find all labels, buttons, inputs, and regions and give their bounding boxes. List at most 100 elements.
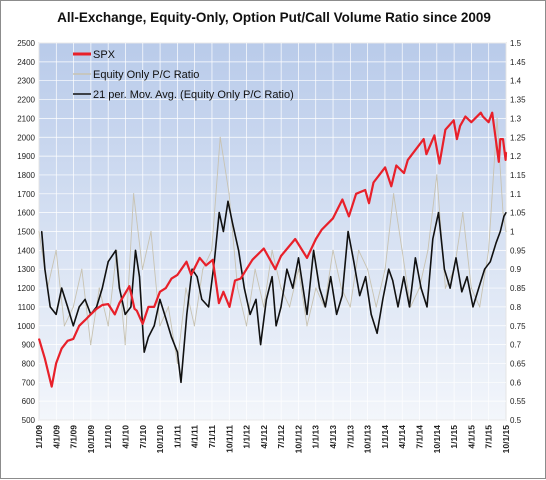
data-point (130, 306, 132, 308)
data-point (449, 287, 451, 289)
data-point (488, 249, 490, 251)
data-point (341, 198, 343, 201)
data-point (118, 287, 120, 289)
data-point (384, 268, 386, 270)
data-point (72, 338, 74, 340)
data-point (124, 313, 126, 315)
data-point (245, 325, 248, 327)
data-point (78, 325, 80, 327)
legend-label-moving-average: 21 per. Mov. Avg. (Equity Only P/C Ratio… (93, 89, 294, 101)
data-point (212, 259, 214, 261)
x-axis-ticks: 1/1/09 4/1/09 7/1/09 10/1/09 1/1/10 4/1/10 7/1… (34, 425, 511, 454)
data-point (147, 306, 149, 308)
data-point (390, 185, 392, 187)
data-point (114, 313, 116, 315)
data-point (274, 268, 276, 270)
x-tick-label: 7/1/10 (138, 425, 148, 449)
data-point (479, 306, 481, 308)
vertical-gridlines (38, 43, 507, 420)
y-right-tick-label: 0.95 (510, 246, 526, 255)
x-tick-label: 10/1/14 (432, 425, 442, 454)
data-point (254, 268, 256, 270)
data-point (185, 261, 188, 263)
y-right-tick-label: 0.65 (510, 359, 526, 368)
data-point (275, 325, 277, 327)
x-tick-label: 1/1/12 (242, 425, 252, 449)
y-left-tick-label: 1900 (17, 152, 35, 161)
data-point (202, 268, 204, 270)
data-point (159, 298, 161, 300)
data-point (107, 325, 109, 327)
data-point (38, 338, 40, 340)
data-point (138, 276, 141, 278)
data-point (136, 310, 138, 312)
legend-label-pc-ratio: Equity Only P/C Ratio (93, 69, 199, 81)
y-right-tick-label: 1.4 (510, 77, 522, 86)
data-point (306, 325, 308, 327)
y-left-tick-label: 1800 (17, 171, 35, 180)
data-point (455, 257, 457, 259)
y-left-tick-label: 2100 (17, 114, 35, 123)
data-point (470, 121, 472, 123)
y-left-tick-label: 1700 (17, 190, 35, 199)
y-left-tick-label: 1000 (17, 322, 35, 331)
data-point (480, 112, 482, 114)
y-right-tick-label: 0.7 (510, 341, 522, 350)
data-point (444, 287, 446, 289)
x-tick-label: 10/1/12 (293, 425, 303, 454)
data-point (55, 313, 57, 315)
y-right-tick-label: 1.5 (510, 39, 522, 48)
data-point (227, 200, 229, 202)
data-point (238, 249, 240, 251)
y-right-tick-label: 1.25 (510, 133, 526, 142)
data-point (306, 257, 308, 259)
data-point (98, 287, 100, 289)
data-point (115, 249, 117, 251)
data-point (297, 257, 300, 259)
data-point (443, 268, 445, 270)
data-point (315, 238, 317, 240)
y-left-tick-label: 2300 (17, 77, 35, 86)
data-point (55, 362, 57, 364)
x-tick-label: 1/1/15 (449, 425, 459, 449)
data-point (397, 306, 399, 308)
data-point (159, 325, 161, 327)
data-point (280, 287, 282, 289)
data-point (255, 298, 257, 300)
y-left-tick-label: 1100 (18, 303, 36, 312)
data-point (61, 287, 63, 289)
data-point (141, 268, 144, 270)
data-point (205, 264, 207, 266)
data-point (218, 212, 220, 214)
data-point (190, 274, 192, 276)
data-point (444, 129, 446, 131)
y-left-tick-label: 800 (22, 359, 36, 368)
data-point (237, 287, 239, 289)
data-point (196, 276, 198, 278)
data-point (280, 306, 282, 308)
x-tick-label: 4/1/11 (190, 425, 200, 448)
data-point (340, 287, 342, 289)
data-point (426, 306, 428, 308)
data-point (384, 166, 386, 168)
y-left-tick-label: 2400 (17, 58, 35, 67)
data-point (271, 249, 273, 251)
y-right-tick-label: 0.85 (510, 284, 526, 293)
data-point (193, 325, 195, 327)
data-point (453, 119, 455, 121)
y-right-tick-label: 0.6 (510, 378, 522, 387)
data-point (228, 306, 231, 308)
data-point (185, 287, 187, 289)
x-tick-label: 4/1/10 (120, 425, 130, 449)
data-point (403, 172, 405, 174)
data-point (78, 306, 80, 308)
data-point (211, 249, 213, 251)
data-point (466, 276, 468, 278)
y-left-tick-label: 2500 (17, 39, 35, 48)
data-point (336, 313, 338, 315)
x-tick-label: 1/1/14 (380, 425, 390, 449)
y-right-tick-label: 0.8 (510, 303, 522, 312)
y-left-tick-label: 900 (22, 341, 36, 350)
data-point (84, 319, 86, 321)
